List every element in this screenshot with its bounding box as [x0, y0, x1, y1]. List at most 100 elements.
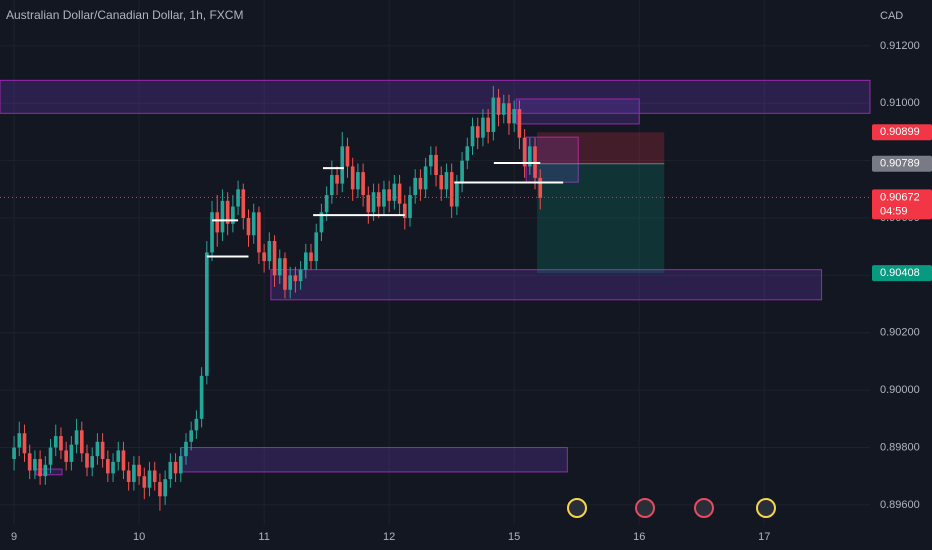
x-tick-label: 9	[11, 531, 17, 543]
candle-body	[501, 103, 506, 115]
candle-body	[491, 97, 496, 132]
candle-body	[184, 441, 188, 457]
candle-body	[303, 252, 308, 270]
candle-body	[152, 470, 157, 482]
candle-body	[455, 183, 459, 207]
candle-body	[111, 461, 115, 474]
candle-body	[48, 447, 53, 465]
candle-body	[95, 441, 100, 457]
candle-body	[100, 441, 105, 460]
candle-body	[376, 192, 381, 207]
candle-body	[246, 218, 251, 236]
candle-body	[231, 206, 235, 224]
candle-body	[116, 450, 121, 462]
y-tick-label: 0.90000	[880, 384, 920, 396]
x-tick-label: 16	[633, 531, 645, 543]
price-tag	[872, 265, 932, 282]
candle-body	[298, 269, 303, 282]
candle-body	[215, 212, 220, 233]
candle-body	[361, 172, 365, 196]
candle-body	[173, 461, 178, 474]
axes: 0.896000.898000.900000.902000.904000.906…	[11, 40, 932, 543]
price-tag-label: 0.90789	[880, 158, 920, 170]
x-tick-label: 17	[758, 531, 770, 543]
candle-body	[267, 240, 272, 262]
candle-body	[444, 172, 449, 190]
candle-body	[147, 470, 152, 488]
x-tick-label: 12	[383, 531, 395, 543]
event-icon[interactable]	[567, 498, 587, 518]
candle-body	[465, 146, 470, 161]
candle-body	[527, 146, 532, 167]
candle-body	[12, 447, 16, 460]
candle-body	[330, 175, 334, 196]
candle-body	[59, 436, 63, 451]
candle-body	[397, 183, 402, 204]
candle-body	[470, 126, 475, 147]
plot-area	[0, 79, 871, 511]
candle-body	[189, 430, 194, 442]
x-tick-label: 11	[258, 531, 269, 543]
x-tick-label: 15	[508, 531, 520, 543]
candle-body	[262, 252, 266, 262]
candle-body	[137, 464, 141, 477]
candle-body	[69, 444, 74, 462]
candle-body	[371, 192, 376, 213]
candle-body	[199, 375, 204, 419]
candle-body	[340, 146, 345, 184]
event-icon[interactable]	[694, 498, 714, 518]
candle-body	[408, 195, 412, 219]
event-icon[interactable]	[635, 498, 655, 518]
y-tick-label: 0.90200	[880, 327, 920, 339]
candle-body	[449, 172, 454, 207]
event-icon[interactable]	[756, 498, 776, 518]
candle-body	[220, 200, 225, 233]
candle-body	[538, 177, 543, 198]
candle-body	[293, 275, 298, 282]
chart-title: Australian Dollar/Canadian Dollar, 1h, F…	[6, 8, 243, 22]
candle-body	[507, 103, 511, 124]
zone	[0, 79, 871, 114]
candle-body	[481, 117, 485, 138]
price-tag-label: 0.90899	[880, 126, 920, 138]
candle-body	[251, 212, 256, 236]
candle-body	[79, 430, 84, 454]
candle-body	[439, 175, 444, 190]
candle-body	[38, 459, 42, 477]
candle-body	[350, 166, 355, 190]
candle-body	[43, 464, 48, 477]
candle-body	[74, 430, 79, 445]
candle-body	[382, 189, 386, 207]
x-tick-label: 10	[133, 531, 145, 543]
price-tag	[872, 189, 932, 220]
candle-body	[210, 212, 214, 253]
y-tick-label: 0.89800	[880, 441, 920, 453]
candle-body	[423, 166, 428, 190]
candle-body	[277, 258, 282, 276]
candle-body	[366, 195, 371, 213]
candle-body	[283, 258, 287, 290]
candle-body	[257, 212, 261, 253]
candle-body	[168, 461, 173, 480]
candle-body	[429, 154, 433, 167]
candle-body	[106, 459, 110, 474]
candle-body	[418, 177, 423, 190]
candle-body	[22, 433, 27, 454]
candle-body	[475, 126, 480, 138]
candle-body	[402, 203, 407, 219]
candle-body	[90, 456, 95, 468]
candle-body	[53, 436, 58, 448]
price-tag-label: 0.90672	[880, 191, 920, 203]
candle-body	[178, 456, 183, 474]
candle-body	[309, 252, 313, 262]
candle-body	[460, 160, 464, 184]
zone	[35, 468, 63, 476]
candle-body	[387, 189, 391, 201]
candle-body	[85, 453, 89, 468]
candle-body	[132, 464, 136, 482]
candle-body	[194, 418, 199, 431]
candle-body	[272, 240, 277, 276]
candle-body	[17, 433, 22, 448]
candle-body	[288, 275, 292, 290]
